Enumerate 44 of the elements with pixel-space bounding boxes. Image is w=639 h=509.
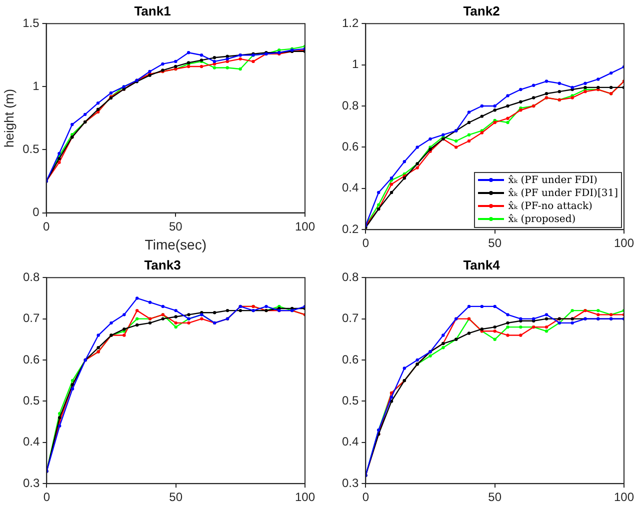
y-tick-label: 0.4 [342,434,359,449]
y-tick-label: 0.6 [342,352,359,366]
x-tick-label: 50 [488,236,502,250]
y-tick-label: 0.6 [22,352,40,366]
y-tick-label: 0 [32,205,40,220]
y-tick-label: 0.4 [342,180,359,195]
x-tick-label: 50 [168,219,183,234]
chart-title: Tank2 [463,3,500,18]
y-tick-label: 0.3 [342,476,359,490]
chart-title: Tank3 [144,257,181,272]
y-tick-label: 0.7 [342,311,359,326]
x-tick-label: 100 [614,236,634,250]
y-tick-label: 0.2 [342,222,359,236]
y-tick-label: 1.2 [342,16,359,30]
chart-title: Tank1 [134,3,171,18]
x-tick-label: 100 [294,219,316,234]
y-tick-label: 0.5 [22,142,40,156]
legend-label: x̂ₖ (PF under FDI) [508,174,598,186]
y-tick-label: 0.4 [22,434,40,449]
y-tick-label: 1 [352,57,359,72]
y-axis-title: height (m) [1,88,16,148]
x-tick-label: 100 [614,490,634,504]
y-tick-label: 0.6 [342,140,359,154]
x-axis-title: Time(sec) [144,236,206,252]
y-tick-label: 0.5 [22,394,40,408]
legend-label: x̂ₖ (PF-no attack) [508,200,592,212]
y-tick-label: 0.8 [342,270,359,284]
x-tick-label: 0 [362,490,370,504]
legend-label: x̂ₖ (proposed) [508,214,576,225]
y-tick-label: 0.3 [22,476,40,490]
y-tick-label: 0.5 [342,394,359,408]
x-tick-label: 0 [43,490,50,504]
y-tick-label: 1 [32,78,40,93]
y-tick-label: 0.7 [22,311,40,326]
x-tick-label: 50 [169,490,183,504]
y-tick-label: 0.8 [342,98,359,112]
x-tick-label: 100 [294,490,316,504]
y-tick-label: 0.8 [22,270,40,284]
x-tick-label: 0 [362,236,370,250]
y-tick-label: 1.5 [22,16,40,30]
chart-title: Tank4 [463,257,501,272]
x-tick-label: 50 [488,490,502,504]
legend-label: x̂ₖ (PF under FDI)[31] [508,188,618,199]
x-tick-label: 0 [42,219,50,234]
